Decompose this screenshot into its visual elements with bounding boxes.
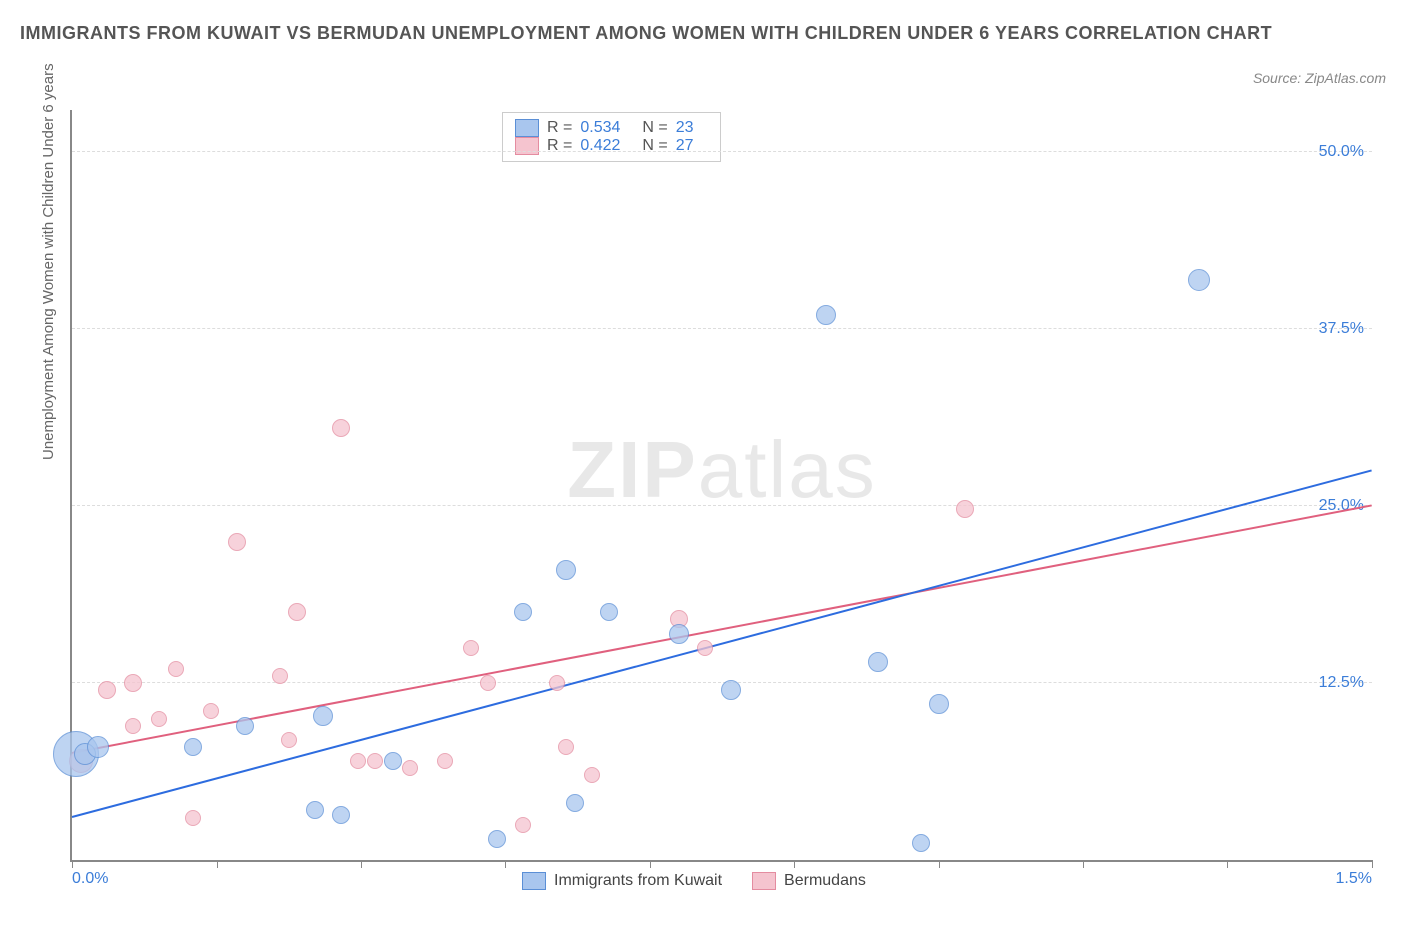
y-tick-label: 50.0%	[1319, 143, 1364, 161]
scatter-point-b	[549, 675, 565, 691]
scatter-point-b	[124, 674, 142, 692]
scatter-point-b	[281, 732, 297, 748]
scatter-point-a	[600, 603, 618, 621]
scatter-point-b	[185, 810, 201, 826]
scatter-point-a	[912, 834, 930, 852]
x-tick	[361, 860, 362, 868]
x-tick-label: 0.0%	[72, 870, 108, 888]
legend-item: Bermudans	[752, 872, 866, 890]
x-tick	[1227, 860, 1228, 868]
scatter-point-a	[556, 560, 576, 580]
scatter-point-b	[288, 603, 306, 621]
grid-line	[72, 328, 1372, 329]
scatter-point-b	[125, 718, 141, 734]
plot-area: ZIPatlas R = 0.534 N = 23 R = 0.422 N = …	[70, 110, 1372, 862]
x-tick-label: 1.5%	[1336, 870, 1372, 888]
scatter-point-a	[236, 717, 254, 735]
watermark: ZIPatlas	[567, 424, 876, 516]
trend-line	[72, 504, 1372, 754]
scatter-point-b	[584, 767, 600, 783]
x-tick	[1372, 860, 1373, 868]
grid-line	[72, 505, 1372, 506]
scatter-point-a	[566, 794, 584, 812]
x-tick	[939, 860, 940, 868]
y-axis-label: Unemployment Among Women with Children U…	[40, 63, 57, 460]
trend-line	[72, 469, 1373, 818]
scatter-point-b	[168, 661, 184, 677]
scatter-point-b	[515, 817, 531, 833]
legend-swatch-b	[752, 872, 776, 890]
scatter-point-a	[184, 738, 202, 756]
scatter-point-a	[868, 652, 888, 672]
scatter-point-b	[98, 681, 116, 699]
scatter-point-b	[367, 753, 383, 769]
scatter-point-a	[816, 305, 836, 325]
scatter-point-a	[514, 603, 532, 621]
y-tick-label: 37.5%	[1319, 320, 1364, 338]
chart-title: IMMIGRANTS FROM KUWAIT VS BERMUDAN UNEMP…	[20, 20, 1386, 47]
x-tick	[217, 860, 218, 868]
legend-swatch-a	[522, 872, 546, 890]
scatter-point-a	[87, 736, 109, 758]
correlation-chart: IMMIGRANTS FROM KUWAIT VS BERMUDAN UNEMP…	[20, 20, 1386, 910]
scatter-point-b	[350, 753, 366, 769]
scatter-point-b	[151, 711, 167, 727]
scatter-point-a	[306, 801, 324, 819]
legend-stats: R = 0.534 N = 23 R = 0.422 N = 27	[502, 112, 721, 162]
legend-swatch-a	[515, 119, 539, 137]
legend-item: Immigrants from Kuwait	[522, 872, 722, 890]
scatter-point-b	[272, 668, 288, 684]
scatter-point-a	[1188, 269, 1210, 291]
scatter-point-b	[332, 419, 350, 437]
x-tick	[72, 860, 73, 868]
scatter-point-b	[558, 739, 574, 755]
scatter-point-a	[313, 706, 333, 726]
scatter-point-a	[721, 680, 741, 700]
scatter-point-b	[203, 703, 219, 719]
scatter-point-b	[437, 753, 453, 769]
scatter-point-b	[956, 500, 974, 518]
scatter-point-b	[463, 640, 479, 656]
legend-series: Immigrants from Kuwait Bermudans	[522, 872, 866, 890]
x-tick	[1083, 860, 1084, 868]
scatter-point-a	[384, 752, 402, 770]
y-tick-label: 12.5%	[1319, 674, 1364, 692]
x-tick	[650, 860, 651, 868]
source-label: Source: ZipAtlas.com	[1253, 70, 1386, 86]
x-tick	[505, 860, 506, 868]
scatter-point-a	[669, 624, 689, 644]
legend-stats-row: R = 0.534 N = 23	[515, 119, 708, 137]
x-tick	[794, 860, 795, 868]
scatter-point-a	[488, 830, 506, 848]
scatter-point-b	[480, 675, 496, 691]
scatter-point-b	[697, 640, 713, 656]
scatter-point-b	[228, 533, 246, 551]
scatter-point-a	[929, 694, 949, 714]
grid-line	[72, 151, 1372, 152]
scatter-point-a	[332, 806, 350, 824]
scatter-point-b	[402, 760, 418, 776]
